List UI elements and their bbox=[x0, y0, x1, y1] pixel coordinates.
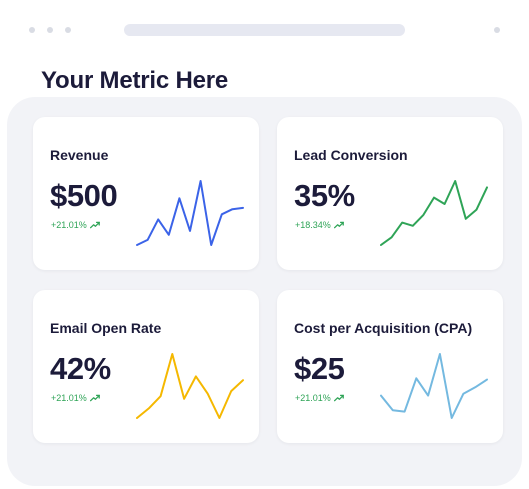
page-title: Your Metric Here bbox=[41, 67, 229, 94]
metric-change-label: +21.01% bbox=[51, 393, 87, 403]
metric-change: +18.34% bbox=[295, 220, 344, 230]
metric-value: 35% bbox=[294, 178, 355, 213]
sparkline-line bbox=[136, 180, 244, 246]
email-open-rate-sparkline bbox=[136, 353, 244, 419]
trend-up-icon bbox=[89, 221, 100, 229]
metric-value: $500 bbox=[50, 178, 118, 213]
window-control-dot[interactable] bbox=[494, 27, 500, 33]
sparkline-line bbox=[380, 180, 488, 246]
metric-change-label: +21.01% bbox=[51, 220, 87, 230]
metric-change: +21.01% bbox=[51, 220, 100, 230]
metric-card-title: Email Open Rate bbox=[50, 320, 162, 336]
cpa-sparkline bbox=[380, 353, 488, 419]
metrics-panel: Revenue $500 +21.01% Lead Conversion 35%… bbox=[7, 97, 522, 486]
sparkline-line bbox=[136, 353, 244, 419]
trend-up-icon bbox=[89, 394, 100, 402]
metric-card-title: Lead Conversion bbox=[294, 147, 408, 163]
metric-change-label: +21.01% bbox=[295, 393, 331, 403]
metric-change: +21.01% bbox=[51, 393, 100, 403]
metric-card-cpa[interactable]: Cost per Acquisition (CPA) $25 +21.01% bbox=[277, 290, 503, 443]
metric-change: +21.01% bbox=[295, 393, 344, 403]
metric-change-label: +18.34% bbox=[295, 220, 331, 230]
window-control-dot[interactable] bbox=[29, 27, 35, 33]
metric-value: $25 bbox=[294, 351, 345, 386]
lead-conversion-sparkline bbox=[380, 180, 488, 246]
trend-up-icon bbox=[333, 221, 344, 229]
window-control-dot[interactable] bbox=[65, 27, 71, 33]
window-control-dot[interactable] bbox=[47, 27, 53, 33]
metric-value: 42% bbox=[50, 351, 111, 386]
metric-card-email-open-rate[interactable]: Email Open Rate 42% +21.01% bbox=[33, 290, 259, 443]
trend-up-icon bbox=[333, 394, 344, 402]
address-bar[interactable] bbox=[124, 24, 405, 36]
metric-card-revenue[interactable]: Revenue $500 +21.01% bbox=[33, 117, 259, 270]
metric-card-title: Revenue bbox=[50, 147, 109, 163]
sparkline-line bbox=[380, 353, 488, 419]
metric-card-lead-conversion[interactable]: Lead Conversion 35% +18.34% bbox=[277, 117, 503, 270]
metric-card-title: Cost per Acquisition (CPA) bbox=[294, 320, 473, 336]
revenue-sparkline bbox=[136, 180, 244, 246]
